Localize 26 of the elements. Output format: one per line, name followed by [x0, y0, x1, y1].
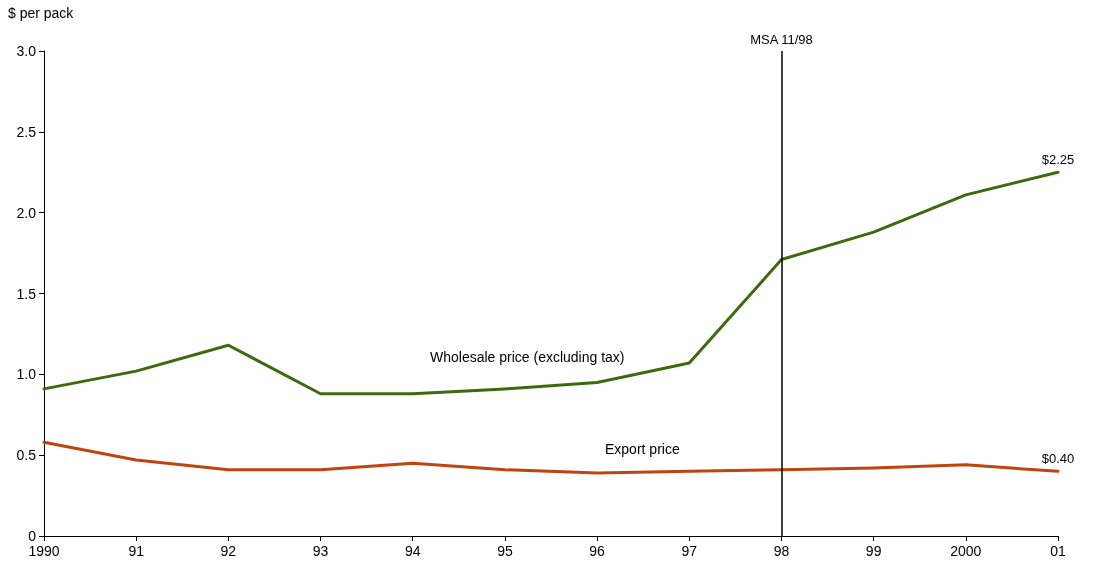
x-tick-label: 98	[773, 543, 790, 559]
x-tick-label: 97	[681, 543, 698, 559]
x-tick-label: 2000	[950, 543, 982, 559]
series-label: Export price	[605, 441, 680, 457]
y-axis-title: $ per pack	[8, 5, 75, 21]
x-tick-label: 95	[497, 543, 513, 559]
y-tick-label: 0	[28, 528, 37, 544]
annotation: $2.25	[1041, 152, 1075, 168]
x-tick-label: 94	[404, 543, 421, 559]
x-tick-label: 91	[128, 543, 145, 559]
x-tick-label: 1990	[28, 543, 60, 559]
x-tick-label: 93	[312, 543, 329, 559]
annotation: $0.40	[1041, 451, 1075, 467]
series-label: Wholesale price (excluding tax)	[430, 349, 625, 365]
ref-line-label: MSA 11/98	[750, 32, 813, 47]
x-tick-label: 99	[865, 543, 882, 559]
y-tick-label: 0.5	[16, 447, 37, 464]
y-tick-label: 1.0	[16, 366, 37, 383]
y-tick-label: 2.5	[16, 123, 37, 140]
y-tick-label: 3.0	[16, 43, 37, 59]
line-series	[42, 170, 1060, 396]
y-tick-label: 2.0	[16, 204, 37, 221]
y-tick-label: 1.5	[16, 285, 37, 302]
x-tick-label: 01	[1050, 543, 1066, 559]
x-tick-label: 92	[220, 543, 237, 559]
x-tick-label: 96	[589, 543, 606, 559]
